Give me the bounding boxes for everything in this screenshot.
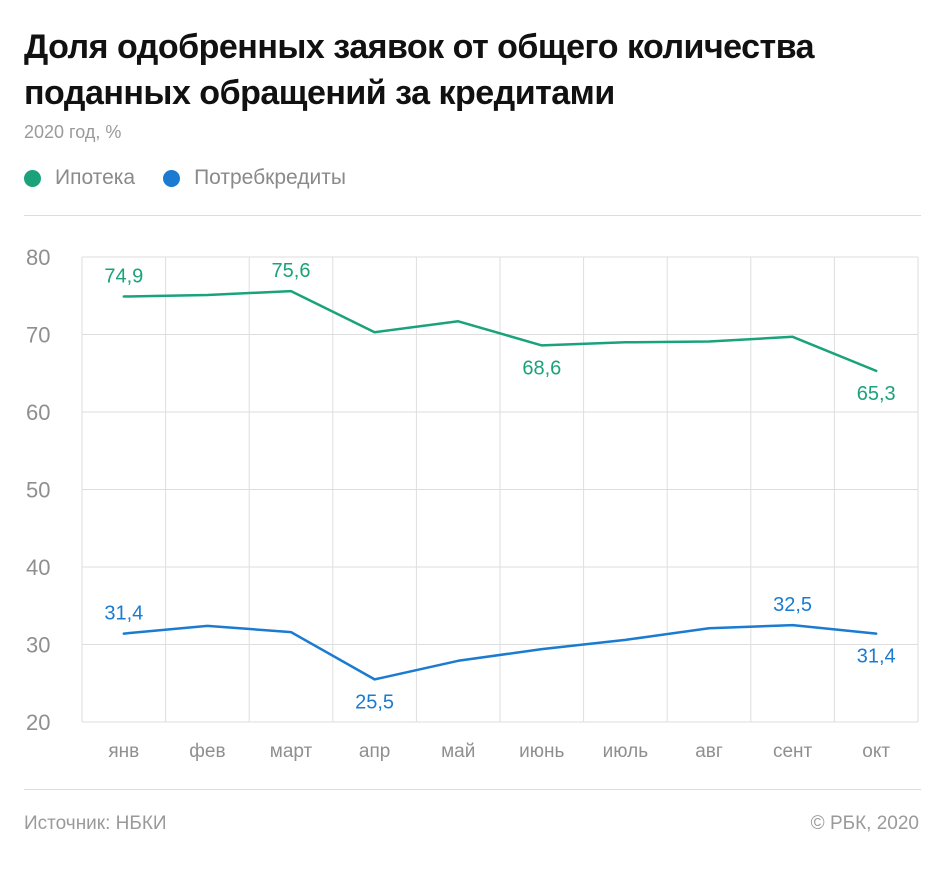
- series-line: [122, 623, 878, 681]
- x-tick-label: июль: [603, 741, 649, 762]
- x-tick-label: июнь: [519, 741, 564, 762]
- y-tick-label: 40: [26, 555, 50, 580]
- x-tick-label: янв: [108, 741, 139, 762]
- y-tick-label: 80: [26, 245, 50, 270]
- legend-item-consumer: Потребкредиты: [163, 166, 346, 190]
- x-tick-label: фев: [189, 741, 225, 762]
- y-tick-label: 70: [26, 323, 50, 348]
- data-label: 74,9: [104, 266, 143, 288]
- x-tick-label: окт: [862, 741, 890, 762]
- data-label: 25,5: [355, 691, 394, 713]
- legend-label-mortgage: Ипотека: [55, 166, 136, 189]
- data-label: 65,3: [857, 383, 896, 405]
- bottom-divider: [24, 789, 921, 790]
- legend-swatch-consumer: [163, 169, 181, 187]
- x-tick-label: сент: [773, 741, 813, 762]
- legend-label-consumer: Потребкредиты: [194, 166, 346, 189]
- data-label: 75,6: [272, 260, 311, 282]
- y-tick-label: 60: [26, 400, 50, 425]
- copyright: © РБК, 2020: [810, 813, 919, 834]
- legend: Ипотека Потребкредиты: [24, 166, 374, 190]
- data-label: 32,5: [773, 594, 812, 616]
- x-tick-label: март: [270, 741, 313, 762]
- legend-swatch-mortgage: [24, 169, 41, 187]
- y-tick-label: 30: [26, 633, 50, 658]
- series-line: [122, 289, 878, 373]
- chart-subtitle: 2020 год, %: [24, 122, 122, 142]
- data-label: 31,4: [857, 646, 896, 668]
- y-tick-label: 20: [26, 710, 50, 735]
- source-note: Источник: НБКИ: [24, 813, 167, 834]
- x-tick-label: апр: [359, 741, 390, 762]
- y-tick-label: 50: [26, 478, 50, 503]
- x-tick-label: май: [441, 741, 475, 762]
- data-label: 68,6: [522, 357, 561, 379]
- data-label: 31,4: [104, 603, 143, 625]
- chart-title: Доля одобренных заявок от общего количес…: [24, 28, 815, 112]
- x-tick-label: авг: [695, 741, 723, 762]
- legend-item-mortgage: Ипотека: [24, 166, 135, 190]
- top-divider: [24, 215, 921, 216]
